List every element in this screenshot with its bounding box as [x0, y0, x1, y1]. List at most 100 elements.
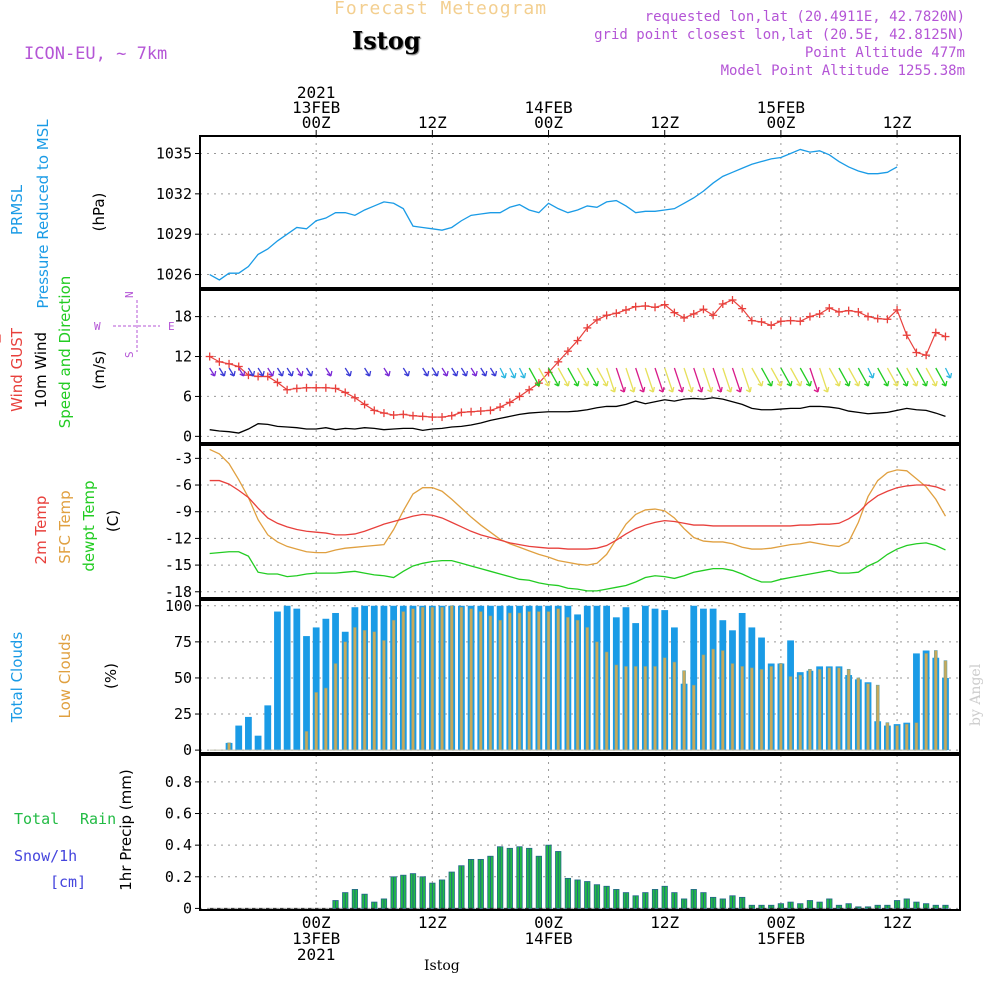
- low-cloud-bar: [478, 611, 483, 751]
- wind-arrow-head-a: [776, 383, 782, 387]
- wind-arrow-head-a: [796, 383, 801, 387]
- wind-arrow-shaft: [606, 367, 616, 393]
- wind-arrow-head-b: [548, 380, 551, 387]
- wind-arrow-head-b: [906, 380, 909, 387]
- wind-direction-arrow: [267, 367, 275, 377]
- bottom-time-label: 12Z: [883, 913, 912, 932]
- gust-marker: [515, 392, 524, 401]
- wind-arrow-head-b: [223, 370, 227, 377]
- wind-arrow-shaft: [257, 367, 264, 377]
- y-tick-label: 1032: [156, 185, 192, 203]
- gust-marker: [592, 315, 601, 324]
- gust-marker: [418, 412, 427, 421]
- wind-arrow-shaft: [402, 367, 409, 377]
- low-cloud-bar: [527, 611, 531, 751]
- wind-arrow-shaft: [538, 367, 550, 387]
- total-cloud-bar: [913, 653, 920, 751]
- wind-direction-arrow: [780, 367, 793, 387]
- wind-direction-arrow: [770, 367, 783, 387]
- low-cloud-bar: [691, 684, 696, 751]
- wind-direction-arrow: [431, 367, 439, 377]
- wind-arrow-head-b: [485, 370, 488, 377]
- wind-arrow-head-b: [577, 380, 580, 387]
- wind-arrow-head-a: [639, 389, 644, 393]
- wind-direction-arrow: [286, 367, 294, 377]
- gust-marker: [796, 317, 805, 326]
- low-cloud-bar: [643, 666, 648, 751]
- low-cloud-bar: [614, 664, 619, 751]
- low-cloud-bar: [488, 615, 493, 751]
- total-cloud-bar: [254, 735, 262, 751]
- y-tick-label: -9: [174, 503, 192, 521]
- wind-arrow-shaft: [218, 367, 225, 377]
- gust-marker: [457, 408, 466, 417]
- y-tick-label: 1026: [156, 266, 192, 284]
- low-cloud-bar: [401, 611, 406, 751]
- wind-arrow-head-b: [749, 386, 752, 393]
- wind-arrow-head-a: [629, 389, 635, 393]
- wind-direction-arrow: [218, 367, 227, 377]
- wind-arrow-shaft: [460, 367, 467, 377]
- wind-arrow-head-b: [867, 380, 870, 387]
- wind-arrow-head-b: [701, 386, 704, 393]
- precip-snow-label: Snow/1h: [14, 847, 77, 865]
- gust-marker: [370, 406, 379, 415]
- wind-direction-arrow: [470, 367, 478, 377]
- y-tick-label: 0.6: [165, 805, 192, 823]
- wind-arrow-shaft: [499, 367, 506, 379]
- wind-arrow-head-a: [893, 383, 898, 387]
- gust-marker: [205, 352, 214, 361]
- wind-direction-arrow: [664, 367, 675, 393]
- wind-arrow-head-b: [233, 370, 236, 377]
- panel-frame: [199, 289, 961, 444]
- gust-marker: [931, 328, 940, 337]
- wind-arrow-shaft: [809, 367, 819, 393]
- wind-direction-arrow: [848, 367, 861, 387]
- wind-arrow-head-a: [592, 383, 598, 387]
- low-cloud-bar: [459, 606, 464, 751]
- gust-marker: [225, 359, 234, 368]
- gust-marker: [873, 314, 882, 323]
- wind-arrow-head-b: [475, 370, 478, 377]
- wind-arrow-head-b: [826, 386, 830, 393]
- wind-arrow-head-b: [672, 386, 675, 393]
- wind-arrow-head-a: [813, 389, 819, 393]
- low-cloud-bar: [411, 608, 415, 751]
- panel-temperature: -18 -15 -12 -9 -6 -3: [165, 444, 961, 601]
- wind-arrow-head-a: [620, 389, 625, 393]
- low-cloud-bar: [585, 627, 590, 751]
- wind-arrow-head-b: [301, 370, 304, 377]
- wind-arrow-head-a: [583, 383, 588, 387]
- wind-arrow-shaft: [664, 367, 674, 393]
- pressure-label-prmsl: PRMSL: [8, 184, 26, 235]
- wind-arrow-head-b: [790, 380, 793, 387]
- wind-arrow-shaft: [673, 367, 684, 393]
- wind-arrow-shaft: [944, 367, 952, 379]
- gust-marker: [360, 400, 369, 409]
- wind-arrow-shaft: [547, 367, 560, 387]
- low-cloud-bar: [740, 666, 744, 751]
- wind-direction-arrow: [305, 367, 314, 377]
- wind-arrow-shaft: [470, 367, 477, 377]
- wind-arrow-head-a: [554, 383, 559, 387]
- wind-arrow-shaft: [577, 367, 589, 387]
- low-cloud-bar: [711, 648, 715, 751]
- top-time-label: 00Z: [766, 113, 795, 132]
- wind-arrow-head-b: [494, 370, 498, 377]
- low-cloud-bar: [420, 606, 425, 751]
- low-cloud-bar: [604, 651, 609, 751]
- wind-arrow-shaft: [760, 367, 773, 387]
- wind-direction-arrow: [441, 367, 449, 377]
- wind-arrow-shaft: [451, 367, 458, 377]
- wind-arrow-head-a: [922, 383, 927, 387]
- wind-arrow-head-a: [297, 373, 303, 377]
- wind-direction-arrow: [944, 367, 953, 379]
- y-tick-label: 12: [174, 348, 192, 366]
- wind-direction-arrow: [896, 367, 909, 387]
- wind-direction-arrow: [712, 367, 723, 393]
- total-cloud-bar: [235, 725, 243, 751]
- gust-marker: [583, 323, 592, 332]
- wind-arrow-shaft: [276, 367, 284, 377]
- wind-arrow-head-a: [757, 383, 763, 387]
- total-cloud-bar: [322, 618, 330, 751]
